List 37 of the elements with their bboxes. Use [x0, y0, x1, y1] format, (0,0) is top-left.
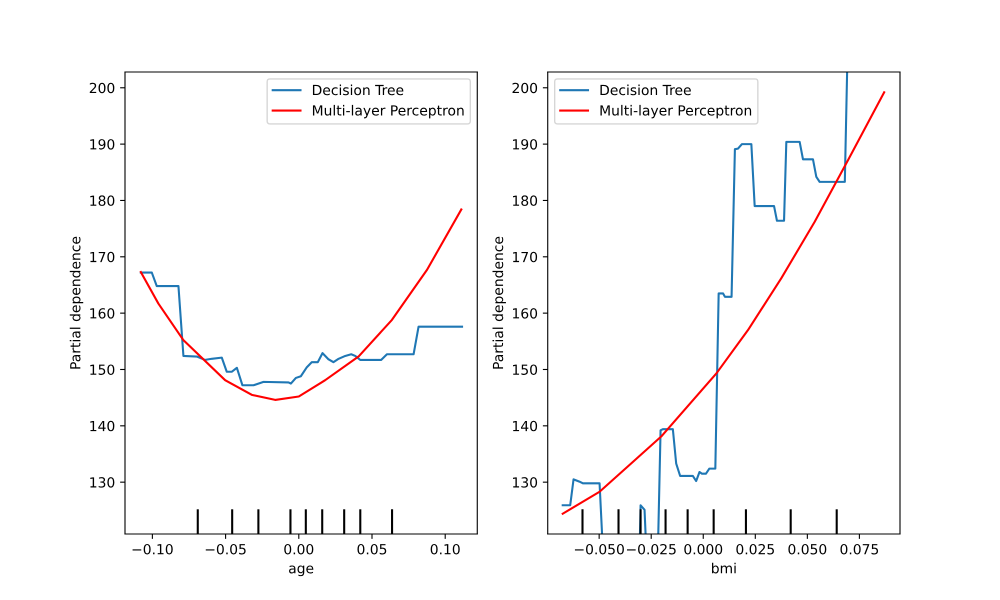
x-tick-label: −0.10 — [132, 544, 173, 554]
y-tick-label: 180 — [90, 195, 114, 206]
x-tick-label: −0.025 — [626, 544, 676, 554]
y-tick-label: 140 — [513, 420, 538, 432]
y-tick-label: 150 — [513, 364, 538, 375]
y-tick-label: 130 — [90, 477, 114, 488]
y-tick-label: 190 — [513, 139, 538, 150]
x-tick-label: −0.050 — [574, 544, 624, 554]
y-tick-label: 150 — [90, 364, 114, 375]
x-tick-label: 0.050 — [788, 544, 826, 554]
x-tick-label: 0.075 — [840, 544, 878, 554]
y-tick-label: 170 — [90, 252, 114, 262]
y-axis-title: Partial dependence — [70, 236, 84, 369]
y-tick-label: 170 — [513, 252, 538, 262]
x-tick-label: 0.00 — [284, 544, 314, 554]
y-tick-label: 160 — [90, 308, 114, 319]
x-tick-label: 0.05 — [357, 544, 386, 554]
x-tick-label: −0.05 — [206, 544, 246, 554]
y-tick-label: 190 — [90, 139, 114, 150]
y-tick-label: 160 — [513, 308, 538, 319]
y-tick-label: 180 — [513, 195, 538, 206]
legend-label: Decision Tree — [312, 84, 404, 96]
y-tick-label: 130 — [513, 477, 538, 488]
y-tick-label: 200 — [512, 82, 538, 94]
line-series — [140, 272, 464, 386]
x-axis-title: age — [289, 565, 314, 576]
legend-label: Decision Tree — [600, 84, 691, 96]
x-axis-title: bmi — [712, 562, 736, 574]
legend-label: Multi-layer Perceptron — [600, 104, 752, 118]
y-axis-title: Partial dependence — [492, 236, 506, 369]
y-tick-label: 140 — [90, 420, 114, 432]
x-tick-label: 0.025 — [736, 544, 774, 554]
x-tick-label: 0.10 — [430, 544, 460, 554]
x-tick-label: 0.000 — [684, 544, 722, 554]
line-series — [140, 208, 462, 401]
y-tick-label: 200 — [90, 82, 114, 94]
legend-label: Multi-layer Perceptron — [312, 104, 464, 118]
